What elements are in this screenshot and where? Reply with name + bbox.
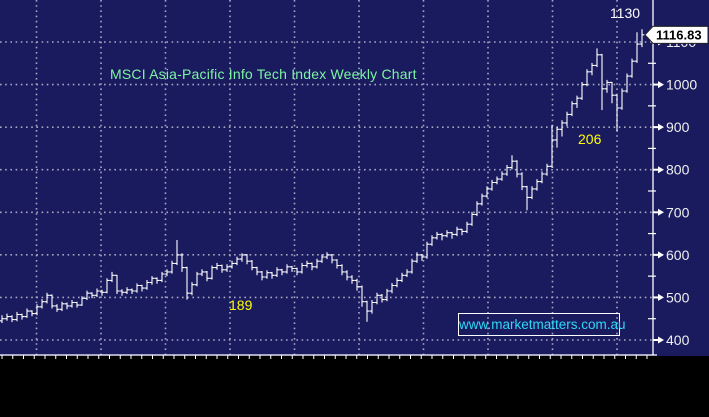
annotation-189: 189 bbox=[229, 297, 253, 313]
marketmatters-link[interactable]: www.marketmatters.com.au bbox=[458, 313, 626, 336]
annotation-206: 206 bbox=[578, 131, 602, 147]
chart-plot-area bbox=[0, 0, 709, 356]
chart-title: MSCI Asia-Pacific Info Tech Index Weekly… bbox=[110, 66, 417, 82]
bottom-strip: 2023 2024 2025 2026 MXAPOIT Index (MSCI … bbox=[0, 356, 709, 417]
annotation-peak-high: 1130 bbox=[609, 5, 641, 21]
